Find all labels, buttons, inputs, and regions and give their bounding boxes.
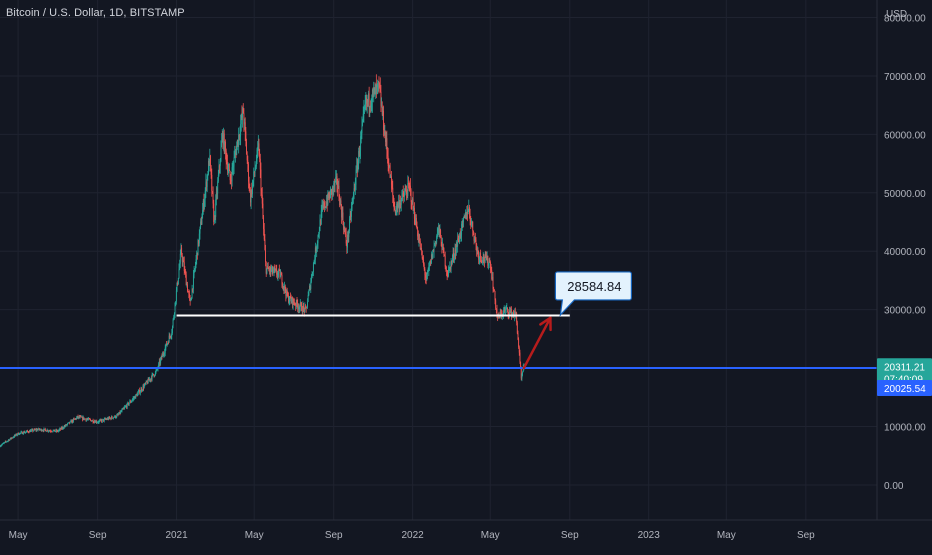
price-tick-label: 0.00	[884, 481, 904, 492]
candle-body	[221, 147, 222, 161]
time-tick-label: Sep	[797, 530, 815, 541]
candle-body	[187, 285, 188, 292]
price-tick-label: 50000.00	[884, 189, 926, 200]
candle-body	[176, 291, 177, 302]
candle-body	[311, 275, 312, 281]
price-tick-label: 10000.00	[884, 423, 926, 434]
candle-body	[411, 190, 412, 202]
candle-body	[217, 181, 218, 193]
candle-body	[463, 218, 464, 222]
candle-body	[445, 256, 446, 267]
candle-body	[179, 269, 180, 278]
candle-body	[261, 170, 262, 191]
time-tick-label: May	[245, 530, 264, 541]
candle-body	[210, 155, 211, 166]
time-tick-label: Sep	[89, 530, 107, 541]
time-tick-label: May	[9, 530, 28, 541]
candle-body	[211, 175, 212, 191]
candle-body	[369, 93, 370, 107]
candle-body	[307, 302, 308, 307]
candle-body	[494, 290, 495, 291]
price-tick-label: 30000.00	[884, 306, 926, 317]
time-tick-label: May	[481, 530, 500, 541]
candle-body	[421, 248, 422, 250]
time-tick-label: Sep	[325, 530, 343, 541]
candle-body	[180, 254, 181, 264]
price-tick-label: 60000.00	[884, 130, 926, 141]
time-axis-panel	[0, 520, 932, 550]
price-callout-text: 28584.84	[567, 279, 621, 294]
candle-body	[420, 241, 421, 249]
candle-body	[129, 403, 130, 405]
candle-body	[173, 319, 174, 326]
price-tick-label: 40000.00	[884, 247, 926, 258]
candle-body	[495, 300, 496, 308]
candle-body	[234, 157, 235, 166]
candle-body	[308, 295, 309, 302]
candle-body	[519, 353, 520, 362]
candle-body	[319, 231, 320, 234]
candle-body	[201, 218, 202, 224]
currency-label: USD	[886, 9, 907, 20]
horizontal-line-price-label: 20025.54	[884, 384, 926, 395]
candle-body	[481, 257, 482, 260]
time-tick-label: 2023	[638, 530, 661, 541]
candle-body	[116, 415, 117, 417]
candle-body	[472, 222, 473, 231]
candle-body	[122, 410, 123, 412]
candle-body	[313, 263, 314, 272]
candle-body	[392, 188, 393, 196]
time-tick-label: 2022	[402, 530, 425, 541]
current-price-label: 20311.21	[884, 362, 925, 373]
candle-body	[443, 248, 444, 255]
candle-body	[434, 246, 435, 252]
price-tick-label: 70000.00	[884, 72, 926, 83]
candle-body	[265, 250, 266, 262]
time-tick-label: Sep	[561, 530, 579, 541]
candle-body	[349, 219, 350, 231]
time-tick-label: 2021	[165, 530, 188, 541]
candle-body	[522, 372, 523, 375]
time-tick-label: May	[717, 530, 736, 541]
candle-body	[361, 126, 362, 134]
candle-body	[140, 391, 141, 393]
candle-body	[112, 417, 113, 418]
symbol-title: Bitcoin / U.S. Dollar, 1D, BITSTAMP	[6, 7, 185, 19]
